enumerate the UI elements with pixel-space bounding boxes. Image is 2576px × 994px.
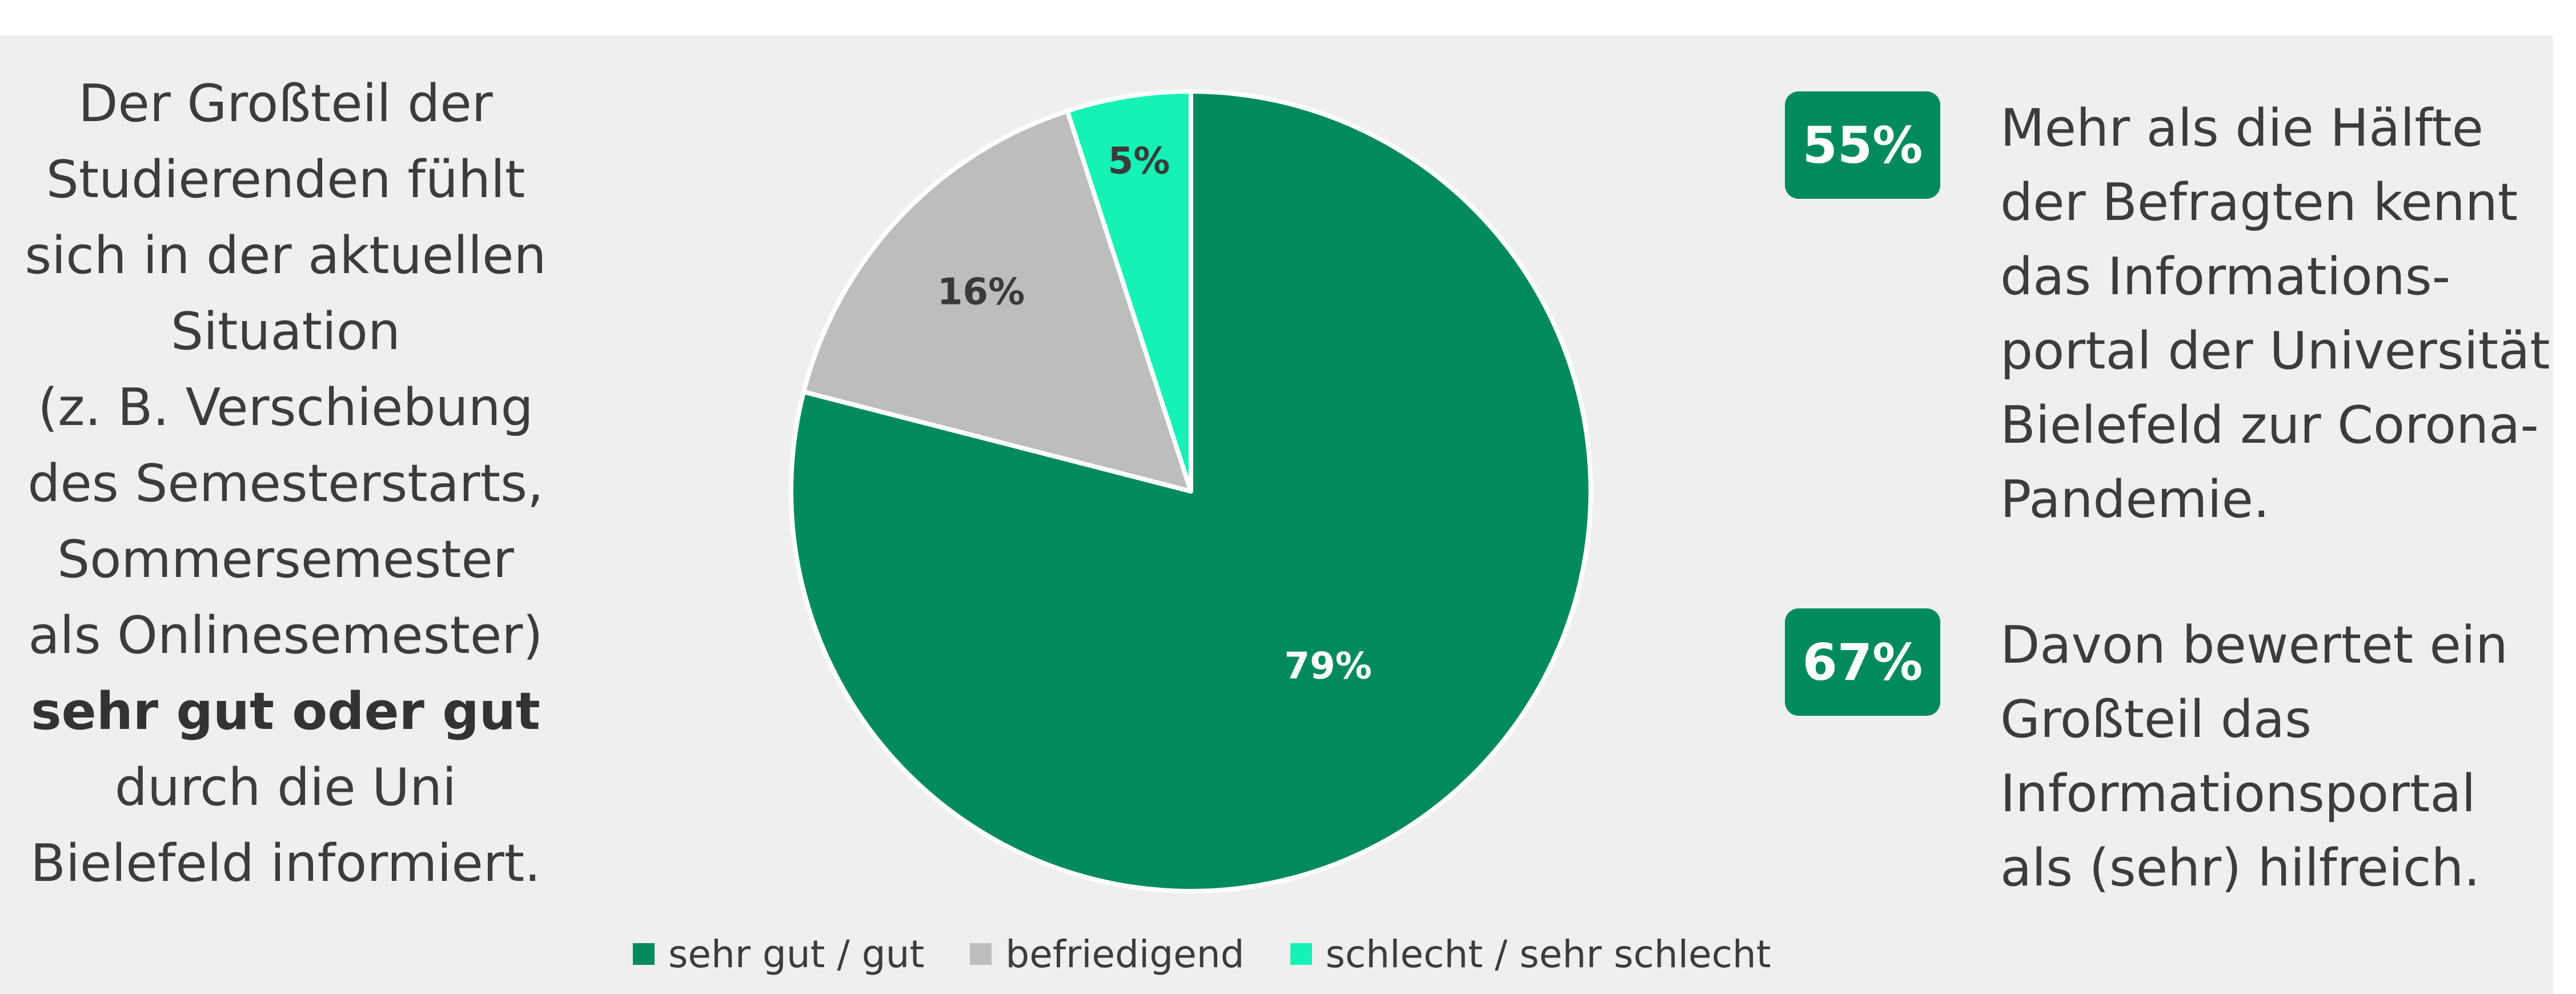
- stat-line: der Befragten kennt: [2000, 173, 2518, 233]
- legend-item-schlecht: schlecht / sehr schlecht: [1290, 932, 1771, 976]
- stat-block-portal-rating: 67% Davon bewertet ein Großteil das Info…: [1785, 608, 2508, 905]
- statement-line: des Semesterstarts,: [27, 454, 544, 514]
- stat-line: portal der Universität: [2000, 321, 2550, 381]
- stat-line: als (sehr) hilfreich.: [2000, 838, 2481, 898]
- stat-description: Davon bewertet ein Großteil das Informat…: [2000, 608, 2508, 905]
- left-statement: Der Großteil der Studierenden fühlt sich…: [0, 66, 571, 901]
- stat-line: Bielefeld zur Corona-: [2000, 395, 2539, 455]
- pie-slice-label: 79%: [1285, 645, 1372, 687]
- pie-slice-2: [801, 109, 1193, 494]
- statement-line: (z. B. Verschiebung: [38, 378, 533, 438]
- pie-slice-label: 5%: [1108, 141, 1170, 183]
- stat-badge: 67%: [1785, 608, 1940, 716]
- statement-emphasis: sehr gut oder gut: [31, 682, 540, 742]
- legend-label: schlecht / sehr schlecht: [1325, 932, 1771, 976]
- stat-line: Pandemie.: [2000, 470, 2270, 530]
- stat-line: Großteil das: [2000, 690, 2312, 749]
- legend-item-sehr-gut-gut: sehr gut / gut: [633, 932, 924, 976]
- stat-description: Mehr als die Hälfte der Befragten kennt …: [2000, 91, 2550, 537]
- legend-label: befriedigend: [1005, 932, 1245, 976]
- stat-line: Mehr als die Hälfte: [2000, 98, 2484, 158]
- statement-line: durch die Uni: [114, 757, 457, 817]
- stat-block-portal-awareness: 55% Mehr als die Hälfte der Befragten ke…: [1785, 91, 2550, 537]
- statement-line: Der Großteil der: [78, 74, 493, 134]
- legend-swatch: [970, 943, 992, 965]
- stat-line: Davon bewertet ein: [2000, 615, 2508, 675]
- statement-line: sich in der aktuellen: [25, 226, 547, 286]
- statement-line: Studierenden fühlt: [46, 150, 525, 210]
- statement-line: als Onlinesemester): [28, 606, 543, 666]
- statement-line: Sommersemester: [57, 530, 514, 590]
- statement-line: Bielefeld informiert.: [30, 833, 541, 893]
- legend-item-befriedigend: befriedigend: [970, 932, 1245, 976]
- pie-slice-3: [1065, 89, 1193, 494]
- legend-swatch: [633, 943, 655, 965]
- legend-swatch: [1290, 943, 1312, 965]
- pie-slice-label: 16%: [937, 271, 1025, 314]
- stat-badge: 55%: [1785, 91, 1940, 199]
- statement-line: Situation: [170, 302, 400, 362]
- stat-line: Informationsportal: [2000, 764, 2476, 824]
- chart-legend: sehr gut / gut befriedigend schlecht / s…: [633, 931, 1771, 977]
- stat-line: das Informations-: [2000, 247, 2451, 307]
- legend-label: sehr gut / gut: [668, 932, 925, 976]
